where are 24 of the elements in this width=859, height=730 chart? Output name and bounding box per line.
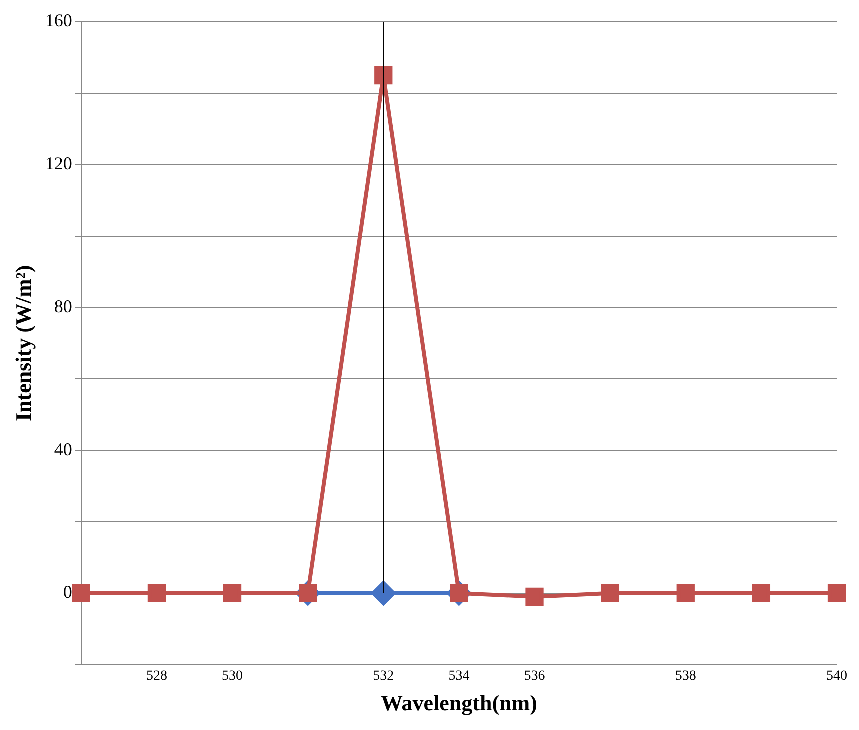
x-tick-label: 532: [373, 668, 394, 684]
y-axis-title: Intensity (W/m²): [10, 265, 36, 422]
y-tick-label: 160: [45, 10, 72, 31]
point: [601, 584, 620, 602]
point: [526, 588, 544, 606]
point: [676, 584, 695, 602]
y-tick-label: 80: [54, 296, 72, 316]
x-tick-label: 528: [146, 668, 168, 684]
y-tick-label: 40: [54, 439, 72, 460]
x-tick-label: 538: [675, 668, 696, 684]
y-tick-label: 120: [45, 154, 72, 174]
point: [72, 584, 90, 602]
point: [752, 584, 771, 602]
point: [148, 584, 166, 602]
x-tick-label: 534: [448, 668, 470, 684]
x-tick-label: 530: [222, 668, 244, 684]
point: [828, 584, 846, 602]
point: [223, 584, 242, 602]
x-axis-title: Wavelength(nm): [380, 690, 538, 716]
x-tick-label: 536: [524, 668, 546, 684]
point: [372, 581, 396, 606]
point: [374, 66, 393, 85]
y-tick-label: 0: [63, 582, 72, 602]
x-tick-label: 540: [826, 668, 848, 684]
